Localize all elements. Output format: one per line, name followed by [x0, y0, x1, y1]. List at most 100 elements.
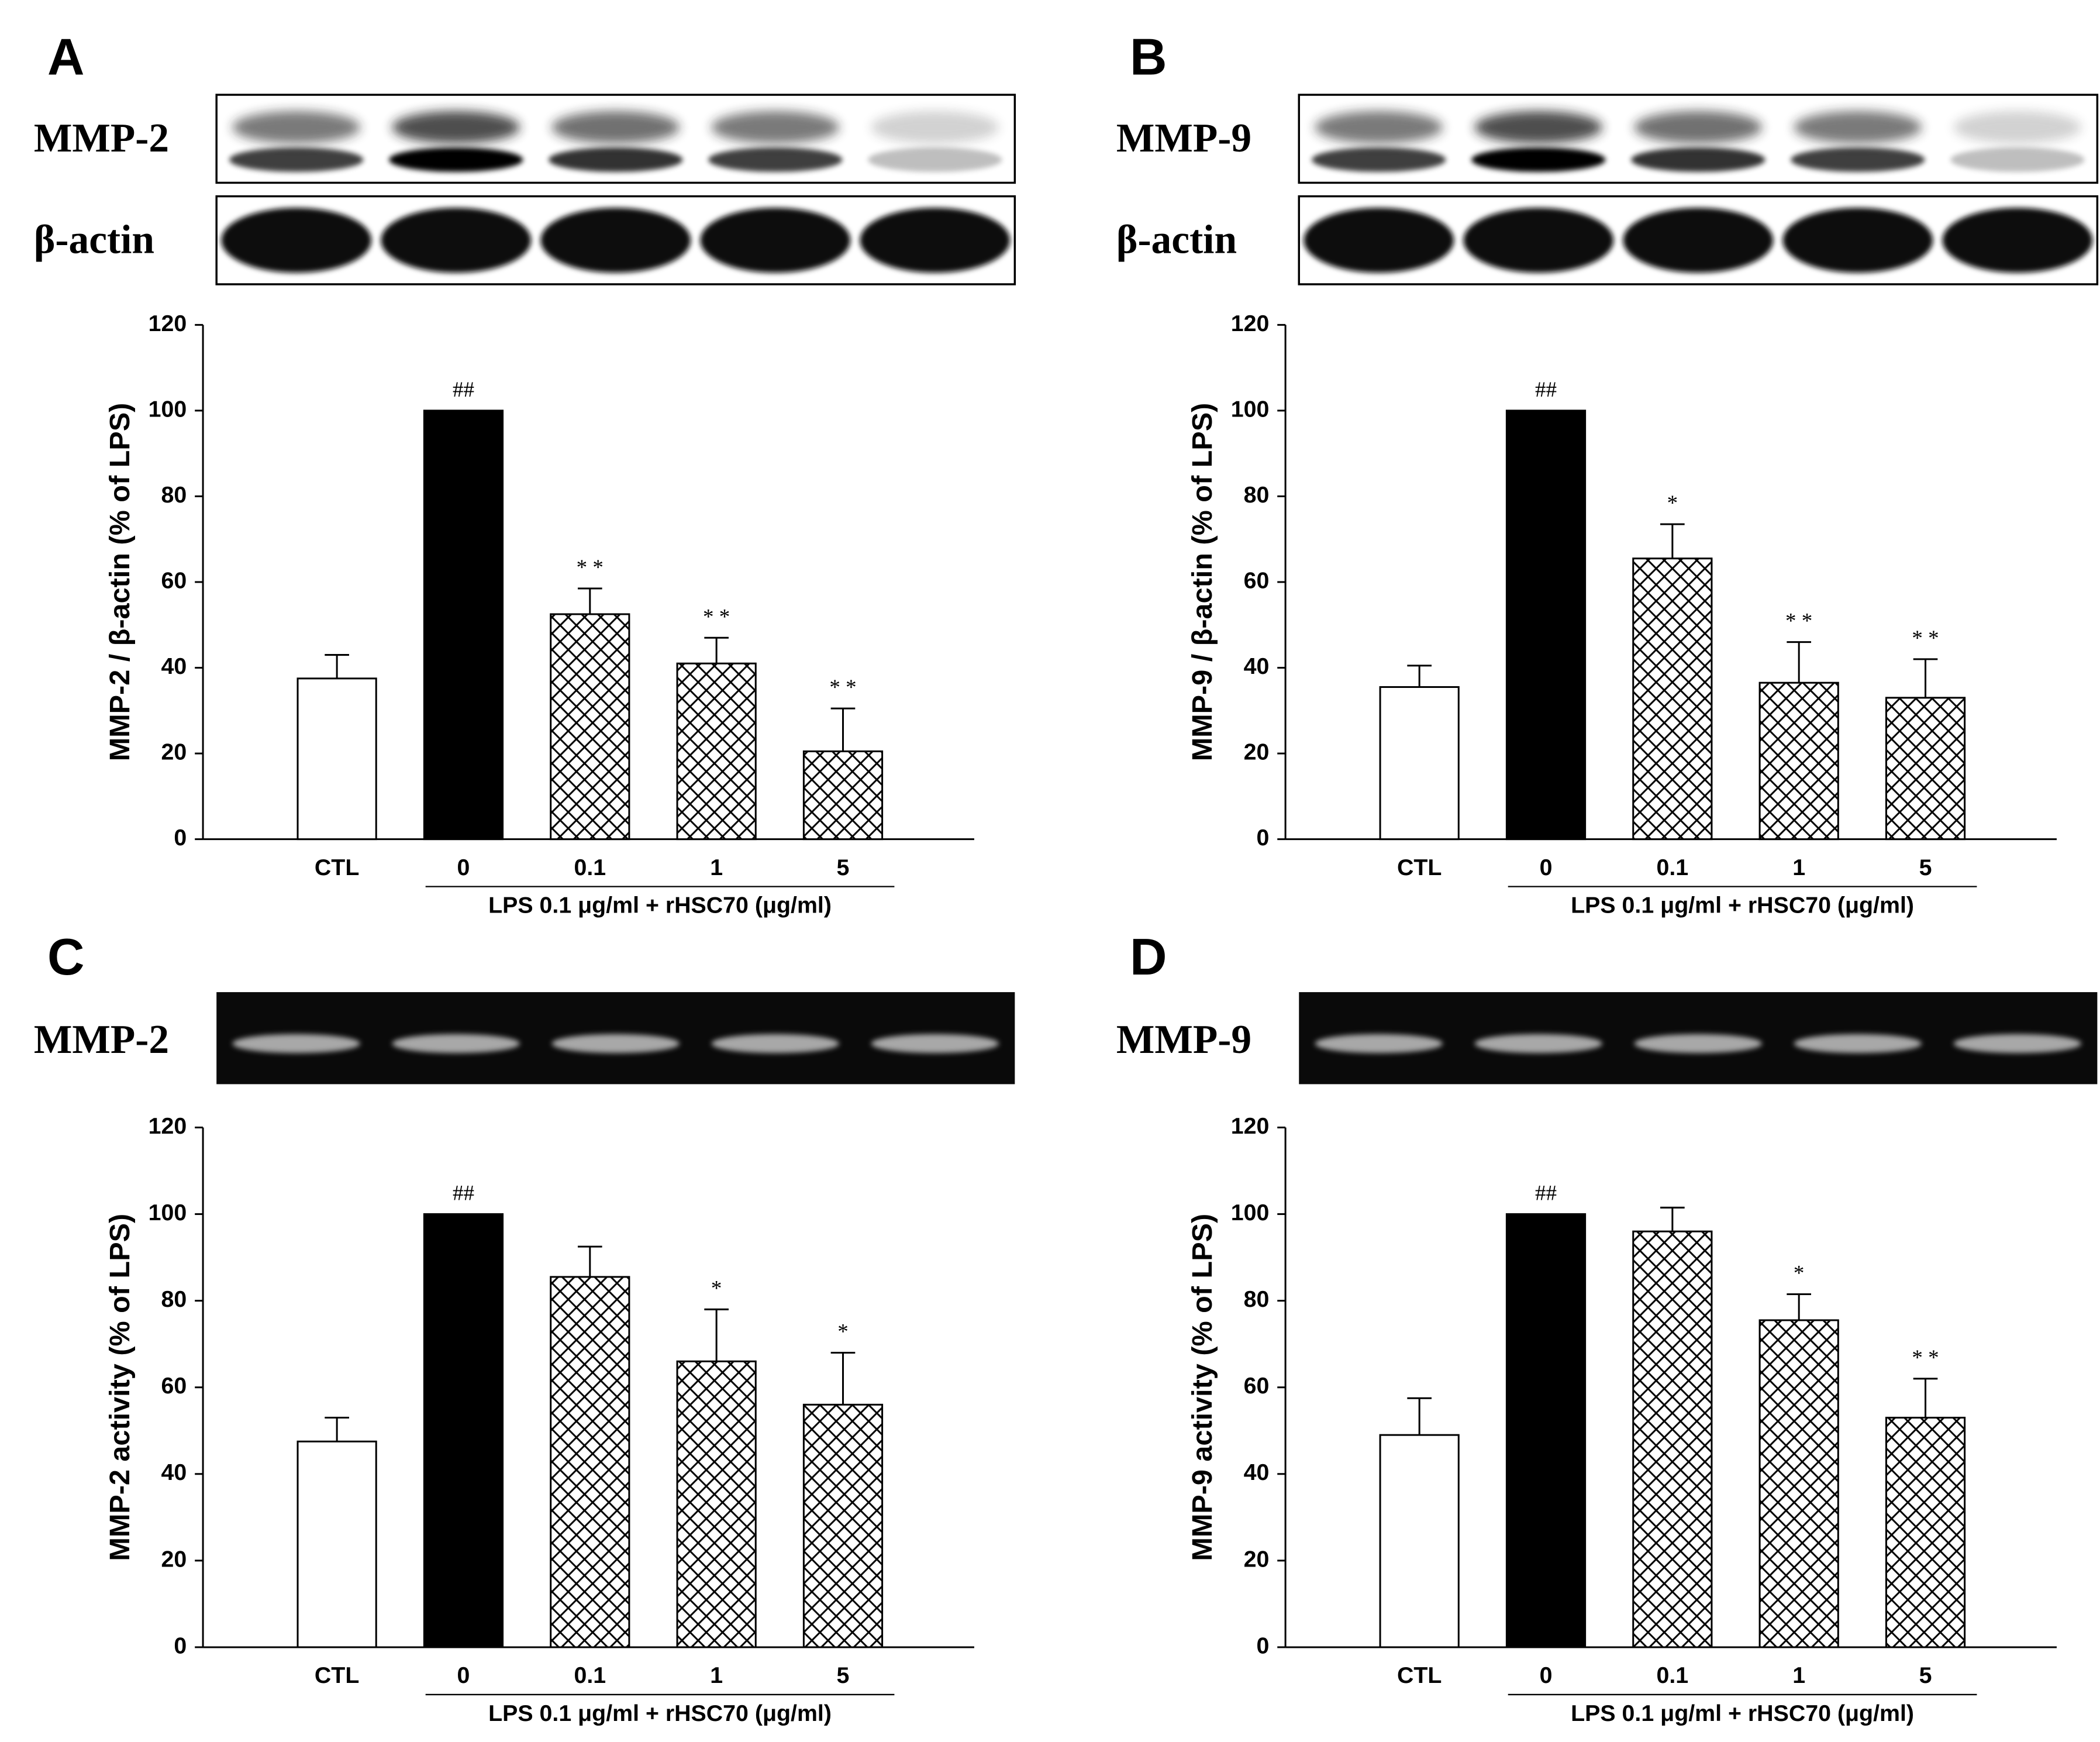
blot-label: β-actin: [34, 217, 154, 262]
x-tick-label: 1: [710, 1662, 723, 1688]
significance-label: ##: [453, 378, 474, 402]
y-tick-label: 40: [161, 653, 187, 679]
bar: [1758, 1319, 1839, 1648]
y-tick-label: 0: [1256, 1633, 1269, 1658]
error-bar: [325, 1417, 349, 1442]
bar: [802, 1403, 884, 1648]
gel-band: [551, 1034, 680, 1054]
gel-band: [392, 1034, 520, 1054]
significance-label: ##: [1535, 378, 1557, 402]
x-tick-label: 0: [1540, 855, 1553, 880]
y-tick-label: 80: [161, 482, 187, 508]
error-bar: [325, 654, 349, 679]
blot-label: MMP-2: [34, 1017, 169, 1062]
x-tick-label: CTL: [315, 855, 359, 880]
panel-label: C: [47, 928, 84, 986]
x-tick-label: 0.1: [574, 855, 606, 880]
y-tick-label: 40: [1244, 1459, 1270, 1485]
gel-band: [1474, 1034, 1602, 1054]
bar: [1885, 1417, 1966, 1648]
y-tick-label: 80: [1244, 482, 1270, 508]
y-tick-label: 20: [161, 739, 187, 765]
y-tick-label: 80: [1244, 1286, 1270, 1312]
panel-label: D: [1130, 928, 1167, 986]
y-tick-label: 20: [161, 1546, 187, 1572]
blot-band: [221, 208, 372, 273]
y-axis-label: MMP-2 activity (% of LPS): [104, 1214, 136, 1561]
x-group-label: LPS 0.1 μg/ml + rHSC70 (μg/ml): [1571, 1700, 1914, 1726]
y-tick-label: 60: [161, 1373, 187, 1399]
y-tick-label: 60: [1244, 1373, 1270, 1399]
error-bar: [704, 636, 729, 664]
bar: [423, 1213, 504, 1648]
y-tick-label: 20: [1244, 739, 1270, 765]
x-tick-label: 1: [1792, 855, 1805, 880]
bar: [1505, 1213, 1587, 1648]
x-tick-label: 0: [457, 1662, 470, 1688]
y-tick-label: 100: [1231, 396, 1270, 422]
x-tick-label: CTL: [1397, 855, 1442, 880]
significance-label: ##: [453, 1182, 474, 1206]
error-bar: [1407, 665, 1432, 687]
error-bar: [1913, 658, 1938, 698]
bar: [676, 662, 757, 841]
blot-band: [1942, 208, 2093, 273]
blot-band: [868, 147, 1002, 172]
y-tick-label: 0: [174, 1633, 187, 1658]
blot-band: [1794, 111, 1922, 144]
blot-band: [700, 208, 851, 273]
bar: [296, 1440, 377, 1648]
blot-band: [549, 147, 683, 172]
y-tick-label: 100: [149, 396, 187, 422]
bar: [1632, 1230, 1713, 1648]
gel-band: [1953, 1034, 2082, 1054]
blot-label: MMP-2: [34, 116, 169, 161]
x-tick-label: CTL: [315, 1662, 359, 1688]
error-bar: [704, 1308, 729, 1362]
blot-band: [1791, 147, 1925, 172]
blot-band: [1623, 208, 1774, 273]
error-bar: [1913, 1378, 1938, 1418]
significance-label: * *: [1912, 626, 1939, 650]
panel-label: B: [1130, 27, 1167, 85]
blot-band: [1953, 111, 2082, 144]
bar: [423, 409, 504, 841]
y-tick-label: 120: [149, 1113, 187, 1139]
bar: [676, 1360, 757, 1648]
blot-band: [1631, 147, 1765, 172]
blot-band: [1463, 208, 1614, 273]
blot-band: [1634, 111, 1763, 144]
significance-label: ##: [1535, 1182, 1557, 1206]
y-tick-label: 120: [1231, 311, 1270, 336]
gel-band: [1794, 1034, 1922, 1054]
error-bar: [1787, 1293, 1812, 1320]
bar: [550, 613, 630, 841]
blot-band: [389, 147, 523, 172]
significance-label: * *: [1912, 1346, 1939, 1370]
blot-band: [540, 208, 691, 273]
x-tick-label: 5: [837, 855, 850, 880]
x-group-label: LPS 0.1 μg/ml + rHSC70 (μg/ml): [1571, 893, 1914, 918]
error-bar: [830, 1351, 856, 1405]
y-tick-label: 100: [149, 1200, 187, 1225]
x-tick-label: 0: [457, 855, 470, 880]
gel-band: [232, 1034, 360, 1054]
x-tick-label: 1: [710, 855, 723, 880]
error-bar: [577, 1245, 602, 1277]
x-tick-label: CTL: [1397, 1662, 1442, 1688]
gel-band: [871, 1034, 999, 1054]
blot-band: [1304, 208, 1454, 273]
bar: [1505, 409, 1587, 841]
x-tick-label: 5: [1919, 1662, 1932, 1688]
bar: [1379, 1434, 1460, 1648]
blot-band: [1950, 147, 2085, 172]
blot-band: [1474, 111, 1602, 144]
y-axis-label: MMP-2 / β-actin (% of LPS): [104, 403, 136, 762]
gel-band: [1634, 1034, 1763, 1054]
y-tick-label: 60: [161, 567, 187, 593]
blot-band: [1315, 111, 1443, 144]
blot-band: [711, 111, 840, 144]
blot-label: MMP-9: [1116, 116, 1251, 161]
significance-label: * *: [1785, 610, 1812, 634]
